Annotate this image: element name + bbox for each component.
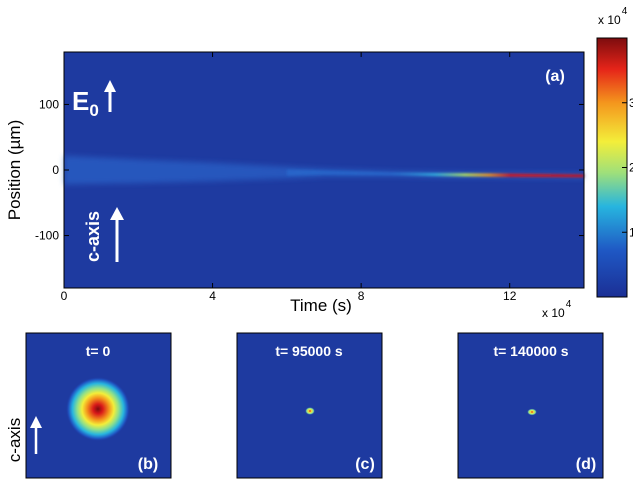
panel-b-beam-spot [66,377,130,441]
y-tick-label: 0 [52,163,59,177]
panel-c-title: t= 95000 s [275,343,343,359]
y-tick-label: -100 [35,229,59,243]
panel-b-label: (b) [138,456,158,473]
panel-c-background [236,332,383,479]
y-ticks: 100 0 -100 [35,97,584,243]
panel-a-label: (a) [545,68,565,85]
panel-d-title: t= 140000 s [493,343,568,359]
colorbar-tick-label: 1 [629,225,633,239]
colorbar-tick-label: 2 [629,161,633,175]
x-tick-label: 4 [209,289,216,303]
x-exponent-label: x 104 [542,299,572,320]
panel-d-beam-spot [527,408,537,416]
panel-b-c-axis-label: c-axis [5,418,24,462]
panel-d-label: (d) [576,456,596,473]
c-axis-label: c-axis [83,211,103,262]
panel-c-label: (c) [355,456,375,473]
panel-c-beam-spot [305,407,315,415]
x-tick-label: 0 [61,289,68,303]
x-ticks: 0 4 8 12 [61,52,517,303]
x-tick-label: 12 [503,289,517,303]
colorbar-exponent-label: x 104 [598,6,628,27]
x-axis-label: Time (s) [290,296,352,315]
panel-c: t= 95000 s (c) [236,332,383,479]
beam-glow [64,155,584,185]
colorbar: x 104 3 2 1 [596,6,633,298]
y-axis-label: Position (µm) [5,120,24,220]
field-arrow-icon [104,80,116,112]
panel-a: 0 4 8 12 100 0 -100 (a) E0 c-axis Time (s) Po… [5,51,585,320]
panel-b: t= 0 (b) c-axis [5,332,172,479]
panel-b-c-axis-arrow-icon [30,416,42,454]
c-axis-arrow-icon [110,207,124,262]
panel-d: t= 140000 s (d) [457,332,604,479]
x-tick-label: 8 [358,289,365,303]
beam-trace [64,155,584,185]
colorbar-tick-label: 3 [629,96,633,110]
field-label: E0 [72,86,99,120]
colorbar-ticks: 3 2 1 [622,96,633,239]
beam-core [286,169,584,178]
panel-d-background [457,332,604,479]
y-tick-label: 100 [39,97,59,111]
panel-b-title: t= 0 [86,343,111,359]
